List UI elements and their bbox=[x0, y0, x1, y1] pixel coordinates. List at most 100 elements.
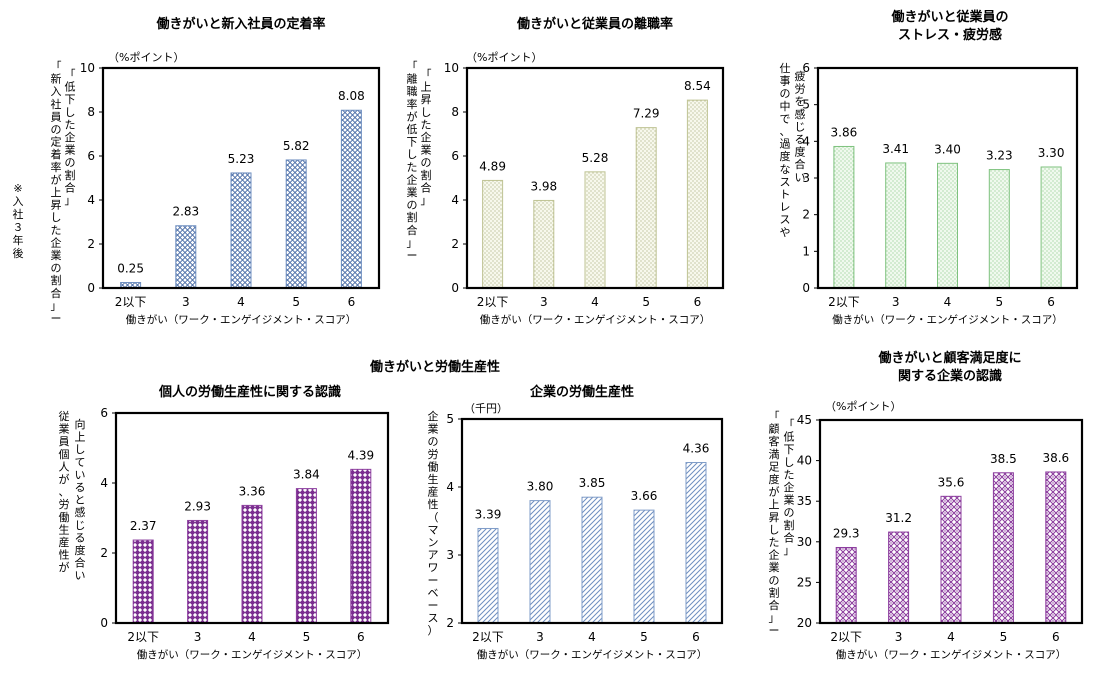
data-label: 0.25 bbox=[117, 262, 144, 276]
plot-frame bbox=[460, 417, 724, 625]
y-tick-label: 2 bbox=[802, 208, 810, 222]
y-axis-label-char: 「 bbox=[421, 68, 432, 81]
data-label: 4.89 bbox=[479, 159, 506, 173]
bar bbox=[340, 109, 362, 289]
x-tick-label: 3 bbox=[194, 630, 202, 644]
y-axis-label-char: ー bbox=[51, 312, 62, 325]
x-tick-label: 6 bbox=[1047, 295, 1055, 309]
x-tick-label: 2以下 bbox=[472, 630, 504, 644]
bar bbox=[1045, 471, 1067, 624]
bar bbox=[835, 546, 857, 624]
data-label: 5.23 bbox=[228, 152, 255, 166]
data-label: 3.66 bbox=[631, 489, 658, 503]
y-axis-label-char: 」 bbox=[769, 612, 780, 625]
data-label: 3.39 bbox=[475, 507, 502, 521]
data-label: 3.41 bbox=[882, 142, 909, 156]
y-axis-label-char: 割 bbox=[784, 518, 795, 532]
note-char: 年 bbox=[13, 233, 24, 247]
y-axis-label-char: 昇 bbox=[421, 93, 432, 106]
plot-frame bbox=[465, 66, 725, 290]
y-axis-label-char: マ bbox=[428, 523, 439, 536]
bar bbox=[1040, 166, 1062, 289]
y-axis-label-char: し bbox=[51, 211, 62, 224]
unit-label: （%ポイント） bbox=[466, 51, 542, 64]
y-axis-label-char: た bbox=[769, 536, 780, 549]
y-axis-label-char: 産 bbox=[59, 536, 70, 549]
y-axis-label-char: 低 bbox=[407, 123, 418, 136]
note-char: 後 bbox=[13, 246, 24, 260]
y-axis-label-char: し bbox=[784, 456, 795, 469]
y-axis-label-char: ア bbox=[428, 549, 439, 562]
x-tick-label: 2以下 bbox=[828, 295, 860, 309]
bar bbox=[937, 162, 958, 289]
y-tick-label: 4 bbox=[802, 134, 810, 148]
y-axis-label-char: 個 bbox=[59, 448, 70, 461]
y-axis-label-char: し bbox=[65, 106, 76, 119]
y-axis-label-char: 割 bbox=[65, 168, 76, 182]
x-tick-label: 4 bbox=[248, 630, 256, 644]
y-axis-label-char: の bbox=[407, 199, 418, 212]
bar bbox=[633, 509, 655, 624]
y-axis-label-char: 」 bbox=[421, 194, 432, 207]
y-axis-label-char: 人 bbox=[59, 460, 70, 473]
y-axis-label-char: る bbox=[795, 133, 806, 146]
y-tick-label: 6 bbox=[100, 406, 108, 420]
y-axis-label-char: る bbox=[75, 531, 86, 544]
y-tick-label: 2 bbox=[87, 237, 95, 251]
chart-title: 企業の労働生産性 bbox=[529, 384, 634, 400]
note-char: ３ bbox=[13, 221, 24, 234]
chart-title: 働きがいと新入社員の定着率 bbox=[155, 16, 325, 32]
data-label: 3.23 bbox=[986, 149, 1013, 163]
plot-frame bbox=[101, 66, 381, 290]
y-axis-label-char: ワ bbox=[428, 561, 439, 574]
y-axis-label-char: 低 bbox=[784, 431, 795, 444]
y-axis-label-char: の bbox=[51, 123, 62, 136]
y-axis-label-char: 過 bbox=[780, 138, 791, 151]
y-tick-label: 3 bbox=[446, 548, 454, 562]
x-tick-label: 5 bbox=[292, 295, 300, 309]
y-tick-label: 2 bbox=[100, 546, 108, 560]
y-axis-label-char: 合 bbox=[795, 157, 806, 171]
y-axis-label-char: 下 bbox=[407, 136, 418, 149]
y-axis-label-char: 社 bbox=[51, 97, 62, 111]
y-axis-label-char: し bbox=[769, 523, 780, 536]
y-axis-label-char: 「 bbox=[65, 68, 76, 81]
bar bbox=[230, 172, 252, 289]
x-tick-label: 5 bbox=[640, 630, 648, 644]
y-axis-label-char: 中 bbox=[780, 100, 791, 113]
y-axis-label-char: 、 bbox=[59, 486, 70, 499]
y-axis-label-char: し bbox=[75, 443, 86, 456]
bar bbox=[685, 462, 707, 624]
y-axis-label-char: た bbox=[784, 468, 795, 481]
y-axis-label-char: 「 bbox=[51, 60, 62, 73]
x-axis-label: 働きがい（ワーク・エンゲイジメント・スコア） bbox=[137, 648, 368, 661]
bar bbox=[295, 488, 317, 624]
y-axis-label-char: 業 bbox=[769, 561, 780, 574]
y-axis-label-char: 満 bbox=[769, 448, 780, 461]
y-tick-label: 20 bbox=[797, 616, 812, 630]
data-label: 2.37 bbox=[130, 519, 157, 533]
x-tick-label: 5 bbox=[303, 630, 311, 644]
y-axis-label-char: じ bbox=[75, 519, 86, 532]
y-axis-label-char: 下 bbox=[65, 93, 76, 106]
y-tick-label: 8 bbox=[451, 105, 459, 119]
bar bbox=[285, 159, 307, 289]
x-tick-label: 6 bbox=[1052, 630, 1060, 644]
y-tick-label: 0 bbox=[100, 616, 108, 630]
plot-frame bbox=[818, 418, 1084, 625]
y-axis-label-char: 度 bbox=[75, 543, 86, 557]
charts-layer: 働きがいと新入社員の定着率（%ポイント）02468100.252以下2.8335… bbox=[51, 9, 1084, 661]
y-axis-label-char: ス bbox=[780, 175, 791, 188]
x-axis-label: 働きがい（ワーク・エンゲイジメント・スコア） bbox=[477, 648, 708, 661]
y-tick-label: 25 bbox=[797, 575, 812, 589]
y-axis-label-char: 「 bbox=[769, 410, 780, 423]
data-label: 3.84 bbox=[293, 468, 320, 482]
chart-c2: 働きがいと従業員の離職率 （%ポイント） 0 2 4 6 8 10 4.89 2以下 3.98 3 5.… bbox=[407, 16, 725, 326]
y-axis-label-char: 働 bbox=[428, 460, 439, 473]
y-axis-label-char: 業 bbox=[428, 423, 439, 436]
bar bbox=[175, 225, 197, 289]
y-axis-label-char: 合 bbox=[421, 180, 432, 194]
y-axis-label-char: い bbox=[75, 569, 86, 582]
